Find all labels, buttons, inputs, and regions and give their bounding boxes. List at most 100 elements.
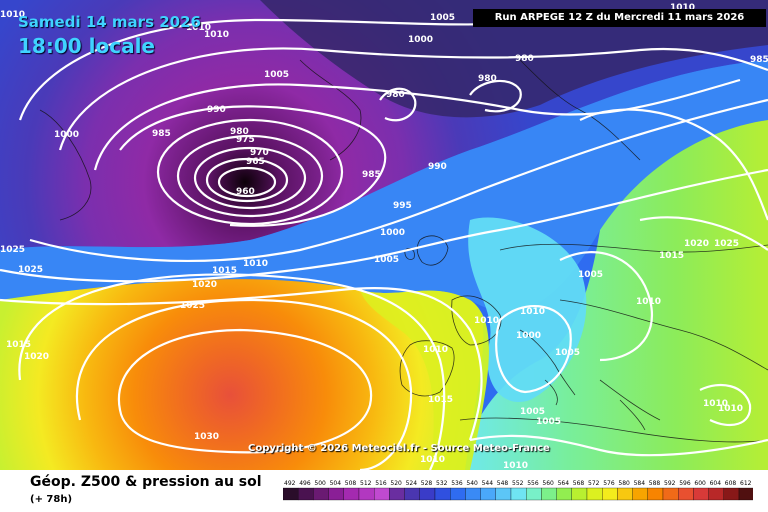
legend-color-swatch — [480, 487, 496, 501]
legend-level-label: 548 — [497, 480, 509, 487]
pressure-label: 1015 — [659, 251, 684, 261]
forecast-map: 960 965 970 975 980 985 990 980 980 980 … — [0, 0, 768, 470]
coastlines — [39, 59, 768, 443]
pressure-label: 985 — [362, 170, 381, 180]
pressure-label: 1020 — [192, 280, 217, 290]
legend-level-label: 592 — [664, 480, 676, 487]
pressure-label: 965 — [246, 157, 265, 167]
legend-level-label: 556 — [527, 480, 539, 487]
color-scale-legend: 492 496 500 504 508 512 516 520 524 528 532 536 540 5… — [283, 480, 753, 501]
pressure-label: 975 — [236, 135, 255, 145]
legend-color-swatch — [358, 487, 375, 501]
legend-level-label: 496 — [299, 480, 311, 487]
pressure-label: 1015 — [6, 340, 31, 350]
legend-level-label: 600 — [694, 480, 706, 487]
pressure-label: 1010 — [703, 399, 728, 409]
forecast-date: Samedi 14 mars 2026 — [18, 13, 201, 31]
parameter-title: Géop. Z500 & pression au sol — [30, 474, 262, 490]
pressure-label: 1025 — [714, 239, 739, 249]
legend-color-swatch — [313, 487, 329, 501]
pressure-label: 970 — [250, 148, 269, 158]
pressure-label: 1005 — [536, 417, 561, 427]
legend-level-label: 524 — [406, 480, 418, 487]
legend-color-swatch — [647, 487, 664, 501]
legend-color-swatch — [465, 487, 481, 501]
pressure-label: 1015 — [428, 395, 453, 405]
pressure-label: 1005 — [430, 13, 455, 23]
pressure-label: 1010 — [186, 23, 211, 33]
legend-level-label: 528 — [421, 480, 433, 487]
legend-color-swatch — [450, 487, 466, 501]
pressure-label: 1030 — [194, 432, 219, 442]
lead-time: (+ 78h) — [30, 494, 73, 505]
pressure-label: 1010 — [718, 404, 743, 414]
pressure-label: 980 — [230, 127, 249, 137]
z500-mid-band — [0, 60, 768, 312]
legend-color-swatch — [617, 487, 633, 501]
pressure-label: 1025 — [18, 265, 43, 275]
legend-level-label: 512 — [360, 480, 372, 487]
legend-color-swatch — [404, 487, 420, 501]
legend-level-label: 536 — [451, 480, 463, 487]
legend-level-label: 584 — [634, 480, 646, 487]
pressure-label: 1010 — [670, 3, 695, 13]
legend-color-swatch — [419, 487, 436, 501]
legend-level-label: 604 — [710, 480, 722, 487]
legend-color-swatch — [541, 487, 557, 501]
pressure-labels: 960 965 970 975 980 985 990 980 980 980 … — [0, 3, 768, 470]
pressure-label: 985 — [750, 55, 768, 65]
pressure-label: 1020 — [24, 352, 49, 362]
isobars — [0, 18, 768, 470]
legend-level-label: 516 — [375, 480, 387, 487]
legend-level-label: 552 — [512, 480, 524, 487]
legend-color-swatch — [708, 487, 724, 501]
legend-color-swatch — [389, 487, 405, 501]
legend-level-label: 608 — [725, 480, 737, 487]
legend-level-label: 504 — [330, 480, 342, 487]
forecast-time: 18:00 locale — [18, 34, 155, 58]
legend-color-swatch — [526, 487, 542, 501]
legend-color-swatch — [678, 487, 694, 501]
legend-level-label: 580 — [618, 480, 630, 487]
legend-level-label: 564 — [558, 480, 570, 487]
pressure-label: 1010 — [420, 455, 445, 465]
pressure-label: 1025 — [0, 245, 25, 255]
legend-color-swatch — [343, 487, 360, 501]
legend-color-swatch — [662, 487, 679, 501]
pressure-label: 980 — [478, 74, 497, 84]
pressure-label: 1010 — [423, 345, 448, 355]
pressure-label: 1010 — [520, 307, 545, 317]
legend-level-label: 572 — [588, 480, 600, 487]
legend-level-label: 532 — [436, 480, 448, 487]
pressure-label: 980 — [386, 90, 405, 100]
footer-bar: Géop. Z500 & pression au sol (+ 78h) 492… — [0, 470, 768, 512]
legend-color-swatch — [298, 487, 314, 501]
legend-level-label: 500 — [314, 480, 326, 487]
pressure-label: 985 — [152, 129, 171, 139]
legend-color-swatch — [602, 487, 618, 501]
pressure-label: 1025 — [180, 301, 205, 311]
pressure-label: 1000 — [516, 331, 541, 341]
legend-color-swatch — [374, 487, 390, 501]
legend-color-swatch — [328, 487, 344, 501]
legend-color-swatch — [632, 487, 648, 501]
legend-level-label: 612 — [740, 480, 752, 487]
legend-level-label: 568 — [573, 480, 585, 487]
model-run-banner: Run ARPEGE 12 Z du Mercredi 11 mars 2026 — [473, 9, 766, 27]
legend-level-label: 596 — [679, 480, 691, 487]
pressure-label: 1010 — [243, 259, 268, 269]
z500-north-band — [260, 0, 768, 118]
pressure-label: 990 — [207, 105, 226, 115]
legend-level-label: 520 — [390, 480, 402, 487]
pressure-label: 1010 — [503, 461, 528, 470]
legend-color-swatch — [434, 487, 451, 501]
pressure-label: 1000 — [408, 35, 433, 45]
pressure-label: 990 — [428, 162, 447, 172]
pressure-label: 1010 — [474, 316, 499, 326]
pressure-label: 1010 — [636, 297, 661, 307]
pressure-label: 1005 — [520, 407, 545, 417]
legend-color-swatch — [510, 487, 527, 501]
legend-level-label: 576 — [603, 480, 615, 487]
legend-color-swatch — [283, 487, 299, 501]
